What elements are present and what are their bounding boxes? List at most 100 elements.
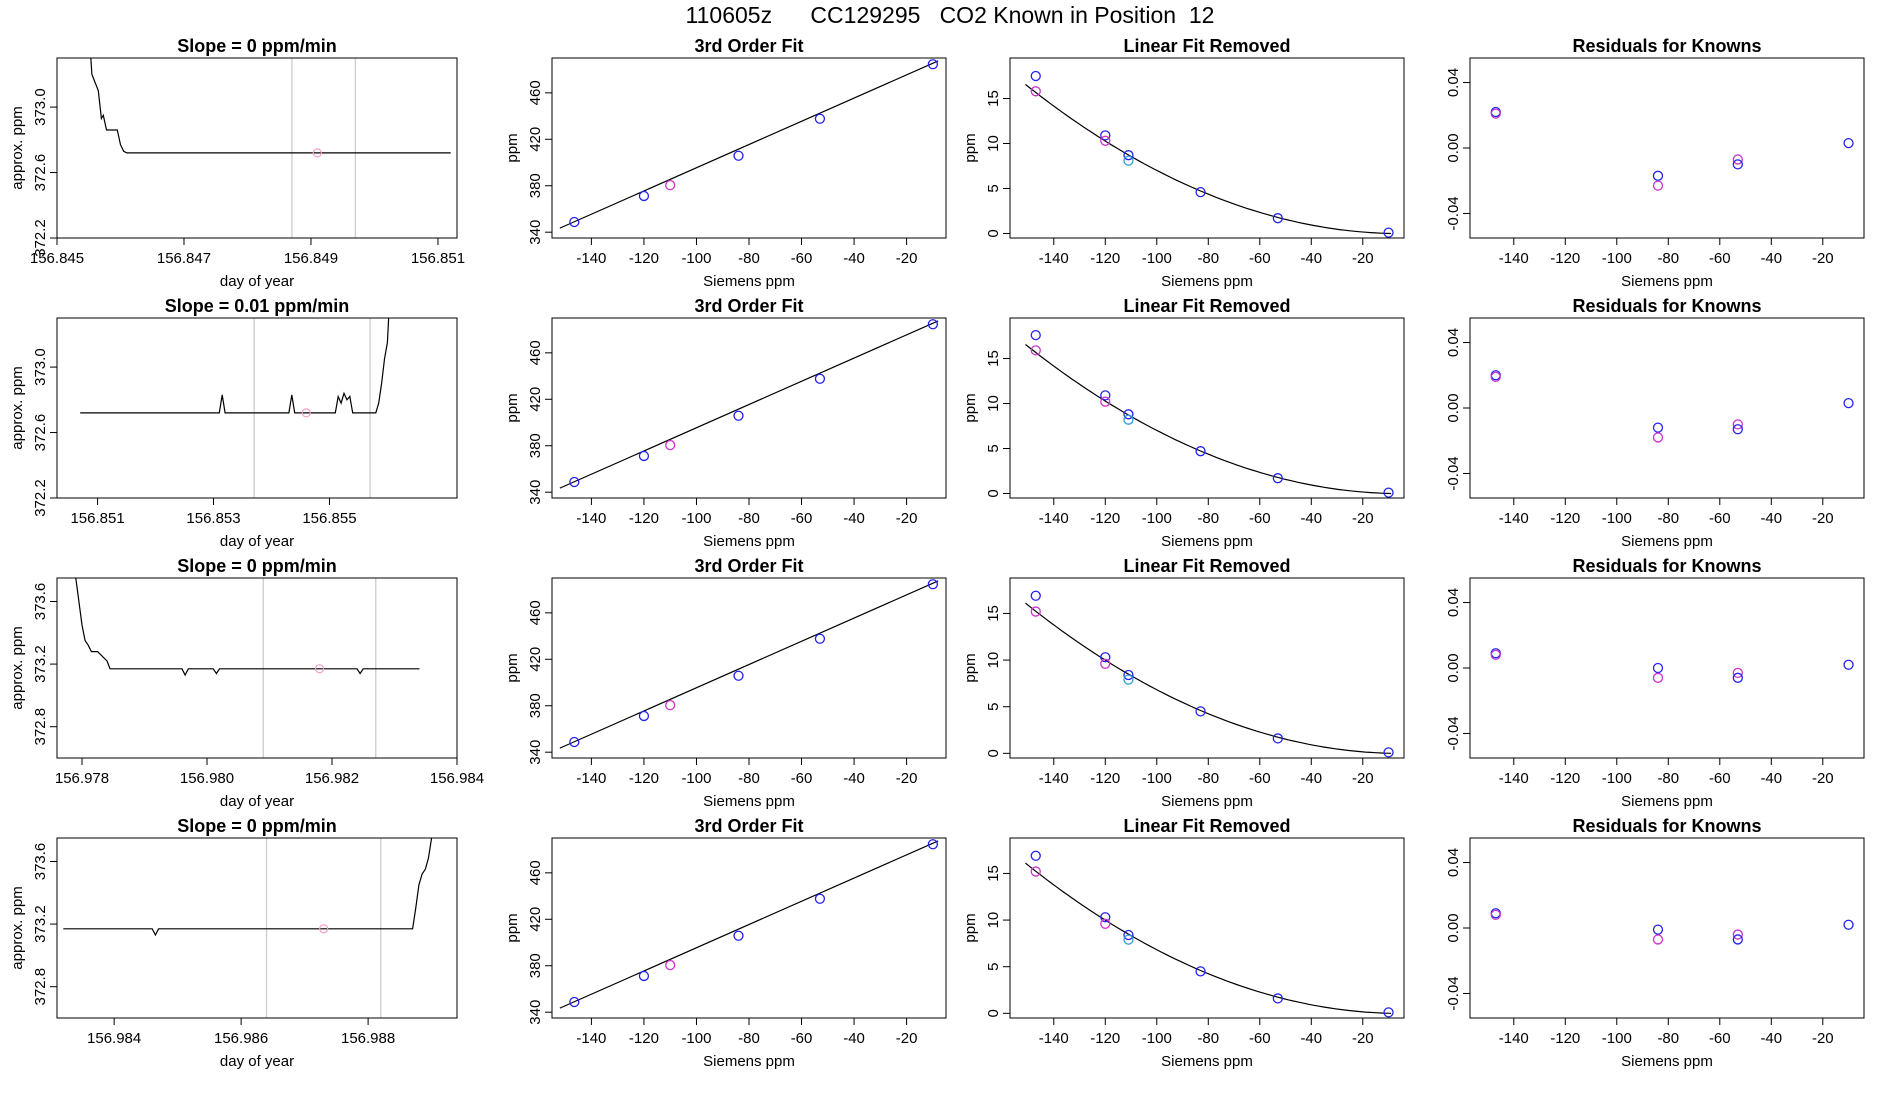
y-tick-label: 15: [985, 865, 1002, 882]
x-tick-label: -80: [1657, 250, 1679, 267]
x-tick-label: -20: [1352, 770, 1374, 787]
panel: 3rd Order Fit -140 -120 -100 -80 -60 -40 -20 340…: [504, 816, 947, 1070]
panel: Linear Fit Removed -140 -120 -100 -80 -60 -40 -…: [962, 36, 1405, 290]
panel-title: Linear Fit Removed: [1123, 36, 1290, 56]
data-point: [665, 180, 676, 191]
x-tick-label: -100: [681, 1030, 711, 1047]
data-point: [1732, 672, 1743, 683]
data-point: [733, 150, 744, 161]
x-tick-label: -60: [1709, 250, 1731, 267]
x-tick-label: -140: [1039, 510, 1069, 527]
x-axis-label: day of year: [220, 793, 294, 810]
x-axis-label: Siemens ppm: [1161, 1053, 1253, 1070]
y-tick-label: 15: [985, 350, 1002, 367]
data-point: [1843, 659, 1854, 670]
plot-area: [559, 59, 939, 229]
data-point: [1652, 662, 1664, 674]
panel-title: Linear Fit Removed: [1123, 816, 1290, 836]
y-tick-label: 0: [985, 229, 1002, 237]
panel: Linear Fit Removed -140 -120 -100 -80 -60 -40 -…: [962, 556, 1405, 810]
plot-frame: [551, 577, 947, 759]
plot-area: [90, 58, 451, 238]
plot-area: [559, 579, 939, 749]
x-tick-label: -140: [1039, 250, 1069, 267]
x-tick-label: -100: [681, 770, 711, 787]
data-point: [1030, 866, 1041, 877]
x-tick-label: -20: [1812, 1030, 1834, 1047]
panel: Residuals for Knowns -140 -120 -100 -80 -60 -4…: [1445, 556, 1865, 810]
panel-title: Residuals for Knowns: [1572, 556, 1761, 576]
panel-title: Residuals for Knowns: [1572, 816, 1761, 836]
y-tick-label: 15: [985, 90, 1002, 107]
y-tick-label: 5: [985, 444, 1002, 452]
x-tick-label: -20: [1812, 510, 1834, 527]
x-tick-label: -60: [791, 250, 813, 267]
x-tick-label: -100: [1142, 250, 1172, 267]
data-point: [1383, 747, 1394, 758]
data-point: [1652, 170, 1664, 181]
y-axis-label: approx. ppm: [9, 366, 26, 449]
data-point: [733, 410, 744, 421]
x-tick-label: -80: [738, 250, 760, 267]
plot-frame: [551, 57, 947, 239]
y-tick-label: 5: [985, 184, 1002, 192]
panel-title: Slope = 0 ppm/min: [177, 556, 337, 576]
x-tick-label: -140: [1039, 770, 1069, 787]
x-axis-label: Siemens ppm: [1161, 793, 1253, 810]
data-point: [1383, 487, 1394, 498]
fit-curve: [1025, 862, 1392, 1014]
data-point: [1123, 934, 1134, 945]
x-tick-label: -140: [576, 510, 606, 527]
x-tick-label: -120: [629, 770, 659, 787]
data-point: [1030, 606, 1041, 617]
x-tick-label: 156.984: [430, 770, 484, 787]
x-tick-label: -100: [681, 510, 711, 527]
y-tick-label: 420: [527, 647, 544, 672]
plot-frame: [56, 837, 458, 1019]
x-tick-label: -60: [1249, 510, 1271, 527]
data-point: [1652, 672, 1664, 683]
y-tick-label: 0.00: [1445, 653, 1462, 682]
figure-title: 110605z CC129295 CO2 Known in Position 1…: [685, 2, 1215, 28]
data-point: [569, 216, 580, 228]
y-tick-label: 5: [985, 703, 1002, 711]
fit-curve: [1025, 84, 1392, 235]
data-point: [638, 710, 650, 722]
data-point: [638, 970, 650, 982]
x-tick-label: -120: [1090, 1030, 1120, 1047]
x-axis-label: Siemens ppm: [1621, 533, 1713, 550]
x-tick-label: -100: [681, 250, 711, 267]
x-axis-label: Siemens ppm: [1161, 533, 1253, 550]
x-axis-label: Siemens ppm: [1621, 1053, 1713, 1070]
x-tick-label: -120: [629, 250, 659, 267]
x-tick-label: -20: [1352, 510, 1374, 527]
x-axis-label: Siemens ppm: [703, 793, 795, 810]
data-point: [1123, 414, 1134, 425]
plot-frame: [1469, 317, 1865, 499]
panel: Slope = 0 ppm/min 156.845 156.847 156.849 15…: [9, 36, 465, 290]
data-point: [814, 113, 826, 124]
data-point: [1843, 397, 1854, 409]
x-tick-label: -20: [896, 250, 918, 267]
data-point: [1195, 966, 1206, 977]
y-tick-label: 372.2: [32, 219, 49, 257]
data-point: [569, 736, 580, 748]
data-point: [1652, 180, 1664, 191]
y-tick-label: 372.8: [32, 968, 49, 1006]
x-tick-label: -100: [1142, 770, 1172, 787]
data-point: [1732, 424, 1743, 435]
panel-title: Residuals for Knowns: [1572, 296, 1761, 316]
y-tick-label: 420: [527, 387, 544, 412]
panel: Linear Fit Removed -140 -120 -100 -80 -60 -40 -…: [962, 296, 1405, 550]
x-tick-label: 156.855: [302, 510, 356, 527]
plot-area: [559, 839, 939, 1009]
y-axis-label: ppm: [962, 913, 979, 942]
plot-frame: [551, 317, 947, 499]
data-point: [1123, 669, 1134, 681]
y-tick-label: 373.6: [32, 843, 49, 881]
y-tick-label: 420: [527, 907, 544, 932]
x-tick-label: 156.853: [186, 510, 240, 527]
data-point: [927, 579, 939, 590]
plot-frame: [1009, 837, 1405, 1019]
y-tick-label: 373.2: [32, 645, 49, 683]
